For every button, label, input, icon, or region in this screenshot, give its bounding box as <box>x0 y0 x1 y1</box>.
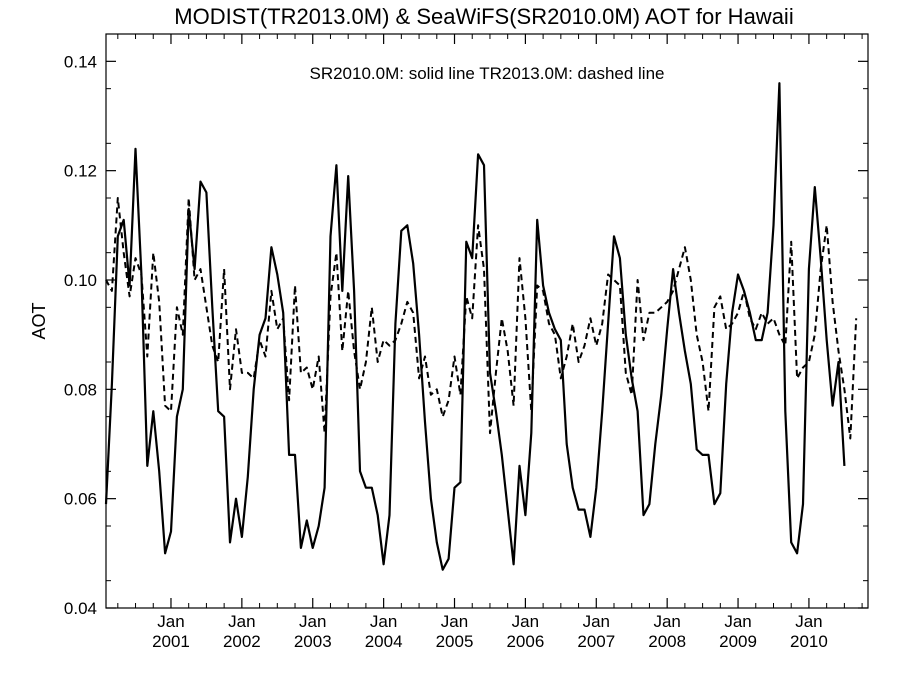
x-tick-month-label: Jan <box>795 612 822 631</box>
x-tick-year-label: 2006 <box>506 632 544 651</box>
y-tick-label: 0.12 <box>64 162 97 181</box>
x-tick-month-label: Jan <box>299 612 326 631</box>
x-axis: Jan2001Jan2002Jan2003Jan2004Jan2005Jan20… <box>117 34 863 651</box>
x-tick-month-label: Jan <box>370 612 397 631</box>
y-tick-label: 0.06 <box>64 490 97 509</box>
x-tick-month-label: Jan <box>157 612 184 631</box>
x-tick-month-label: Jan <box>441 612 468 631</box>
x-tick-year-label: 2003 <box>294 632 332 651</box>
chart-title: MODIST(TR2013.0M) & SeaWiFS(SR2010.0M) A… <box>174 4 793 29</box>
x-tick-year-label: 2001 <box>152 632 190 651</box>
y-tick-label: 0.10 <box>64 271 97 290</box>
series-line-sr2010-0m <box>104 82 846 571</box>
x-tick-year-label: 2007 <box>577 632 615 651</box>
x-tick-year-label: 2010 <box>790 632 828 651</box>
legend-annotation: SR2010.0M: solid line TR2013.0M: dashed … <box>309 64 664 83</box>
x-tick-year-label: 2008 <box>648 632 686 651</box>
x-tick-month-label: Jan <box>653 612 680 631</box>
series-layer <box>104 82 858 571</box>
y-tick-label: 0.04 <box>64 599 97 618</box>
y-axis: 0.04 0.06 0.08 0.10 0.12 0.14 <box>64 52 868 618</box>
y-axis-label: AOT <box>29 302 49 339</box>
x-tick-month-label: Jan <box>583 612 610 631</box>
x-tick-year-label: 2004 <box>365 632 403 651</box>
plot-frame <box>105 33 869 609</box>
x-tick-year-label: 2002 <box>223 632 261 651</box>
x-tick-month-label: Jan <box>512 612 539 631</box>
x-tick-month-label: Jan <box>228 612 255 631</box>
series-line-tr2013-0m <box>105 197 858 440</box>
y-tick-label: 0.14 <box>64 52 97 71</box>
y-tick-label: 0.08 <box>64 380 97 399</box>
x-tick-month-label: Jan <box>724 612 751 631</box>
x-tick-year-label: 2009 <box>719 632 757 651</box>
x-tick-year-label: 2005 <box>436 632 474 651</box>
